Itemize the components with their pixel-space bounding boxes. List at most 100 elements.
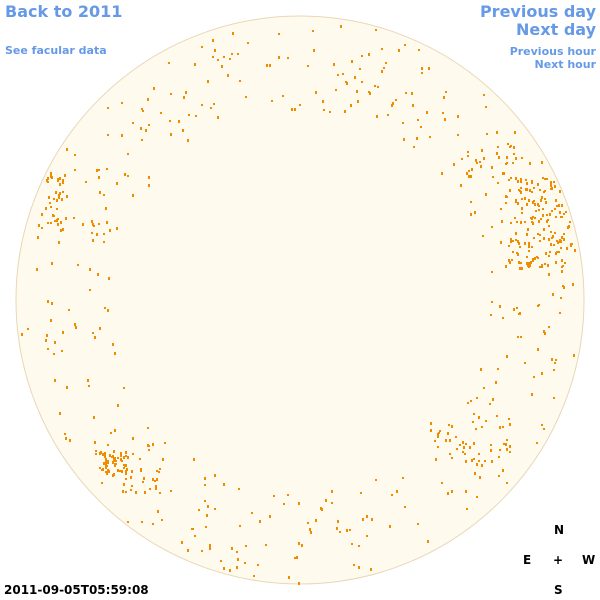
feature-pixel (473, 413, 475, 415)
feature-pixel (53, 353, 55, 355)
feature-pixel (101, 482, 103, 484)
previous-day-link[interactable]: Previous day (479, 2, 596, 21)
feature-pixel (398, 49, 400, 52)
feature-pixel (516, 221, 518, 223)
next-hour-link[interactable]: Next hour (534, 58, 597, 71)
feature-pixel (520, 262, 522, 264)
feature-pixel (73, 217, 75, 219)
feature-pixel (310, 531, 312, 534)
feature-pixel (113, 458, 115, 461)
feature-pixel (153, 87, 155, 90)
facular-data-link[interactable]: See facular data (5, 44, 107, 57)
feature-pixel (476, 162, 478, 164)
feature-pixel (152, 523, 154, 525)
feature-pixel (209, 544, 211, 547)
feature-pixel (108, 470, 110, 473)
feature-pixel (568, 225, 570, 228)
feature-pixel (429, 136, 431, 138)
feature-pixel (369, 92, 371, 95)
feature-pixel (521, 198, 523, 200)
feature-pixel (434, 440, 436, 442)
feature-pixel (298, 582, 300, 585)
feature-pixel (164, 442, 166, 444)
feature-pixel (495, 381, 497, 384)
feature-pixel (123, 456, 125, 459)
feature-pixel (509, 423, 511, 426)
feature-pixel (445, 91, 447, 93)
feature-pixel (536, 442, 538, 444)
feature-pixel (509, 189, 511, 192)
feature-pixel (510, 222, 512, 224)
feature-pixel (413, 146, 415, 148)
feature-pixel (497, 146, 499, 148)
feature-pixel (54, 220, 56, 222)
feature-pixel (123, 387, 125, 389)
feature-pixel (544, 178, 546, 180)
feature-pixel (46, 334, 48, 337)
feature-pixel (391, 494, 393, 496)
feature-pixel (521, 207, 523, 210)
feature-pixel (552, 235, 554, 238)
feature-pixel (506, 448, 508, 451)
feature-pixel (60, 229, 62, 232)
feature-pixel (109, 229, 111, 232)
feature-pixel (88, 385, 90, 387)
feature-pixel (214, 49, 216, 52)
feature-pixel (41, 213, 43, 216)
feature-pixel (313, 49, 315, 52)
feature-pixel (395, 99, 397, 101)
feature-pixel (481, 426, 483, 428)
feature-pixel (27, 328, 29, 330)
feature-pixel (515, 232, 517, 235)
feature-pixel (572, 283, 574, 286)
feature-pixel (336, 527, 338, 530)
feature-pixel (531, 246, 533, 248)
feature-pixel (455, 436, 457, 438)
feature-pixel (467, 402, 469, 404)
feature-pixel (555, 199, 557, 202)
feature-pixel (291, 108, 293, 111)
feature-pixel (361, 55, 363, 57)
feature-pixel (287, 57, 289, 59)
back-to-year-link[interactable]: Back to 2011 (5, 2, 123, 21)
feature-pixel (499, 426, 501, 429)
feature-pixel (510, 177, 512, 179)
feature-pixel (116, 227, 118, 230)
feature-pixel (105, 460, 107, 463)
feature-pixel (121, 102, 123, 104)
next-day-link[interactable]: Next day (516, 20, 596, 39)
feature-pixel (132, 437, 134, 440)
feature-pixel (524, 362, 526, 364)
feature-pixel (340, 25, 342, 28)
feature-pixel (103, 194, 105, 196)
feature-pixel (439, 430, 441, 432)
feature-pixel (94, 336, 96, 339)
feature-pixel (104, 307, 106, 309)
feature-pixel (502, 317, 504, 319)
feature-pixel (50, 206, 52, 208)
feature-pixel (253, 575, 255, 577)
feature-pixel (548, 255, 550, 257)
feature-pixel (159, 468, 161, 470)
feature-pixel (113, 450, 115, 453)
feature-pixel (510, 145, 512, 147)
feature-pixel (104, 452, 106, 454)
feature-pixel (534, 203, 536, 206)
feature-pixel (104, 456, 106, 458)
feature-pixel (453, 163, 455, 166)
feature-pixel (461, 158, 463, 160)
feature-pixel (520, 221, 522, 224)
feature-pixel (496, 415, 498, 417)
feature-pixel (506, 482, 508, 484)
feature-pixel (472, 421, 474, 423)
feature-pixel (502, 469, 504, 472)
feature-pixel (103, 233, 105, 235)
feature-pixel (566, 247, 568, 250)
feature-pixel (154, 480, 156, 482)
feature-pixel (108, 277, 110, 280)
previous-hour-link[interactable]: Previous hour (509, 45, 596, 58)
feature-pixel (529, 189, 531, 192)
feature-pixel (273, 495, 275, 497)
feature-pixel (54, 379, 56, 382)
feature-pixel (51, 302, 53, 305)
